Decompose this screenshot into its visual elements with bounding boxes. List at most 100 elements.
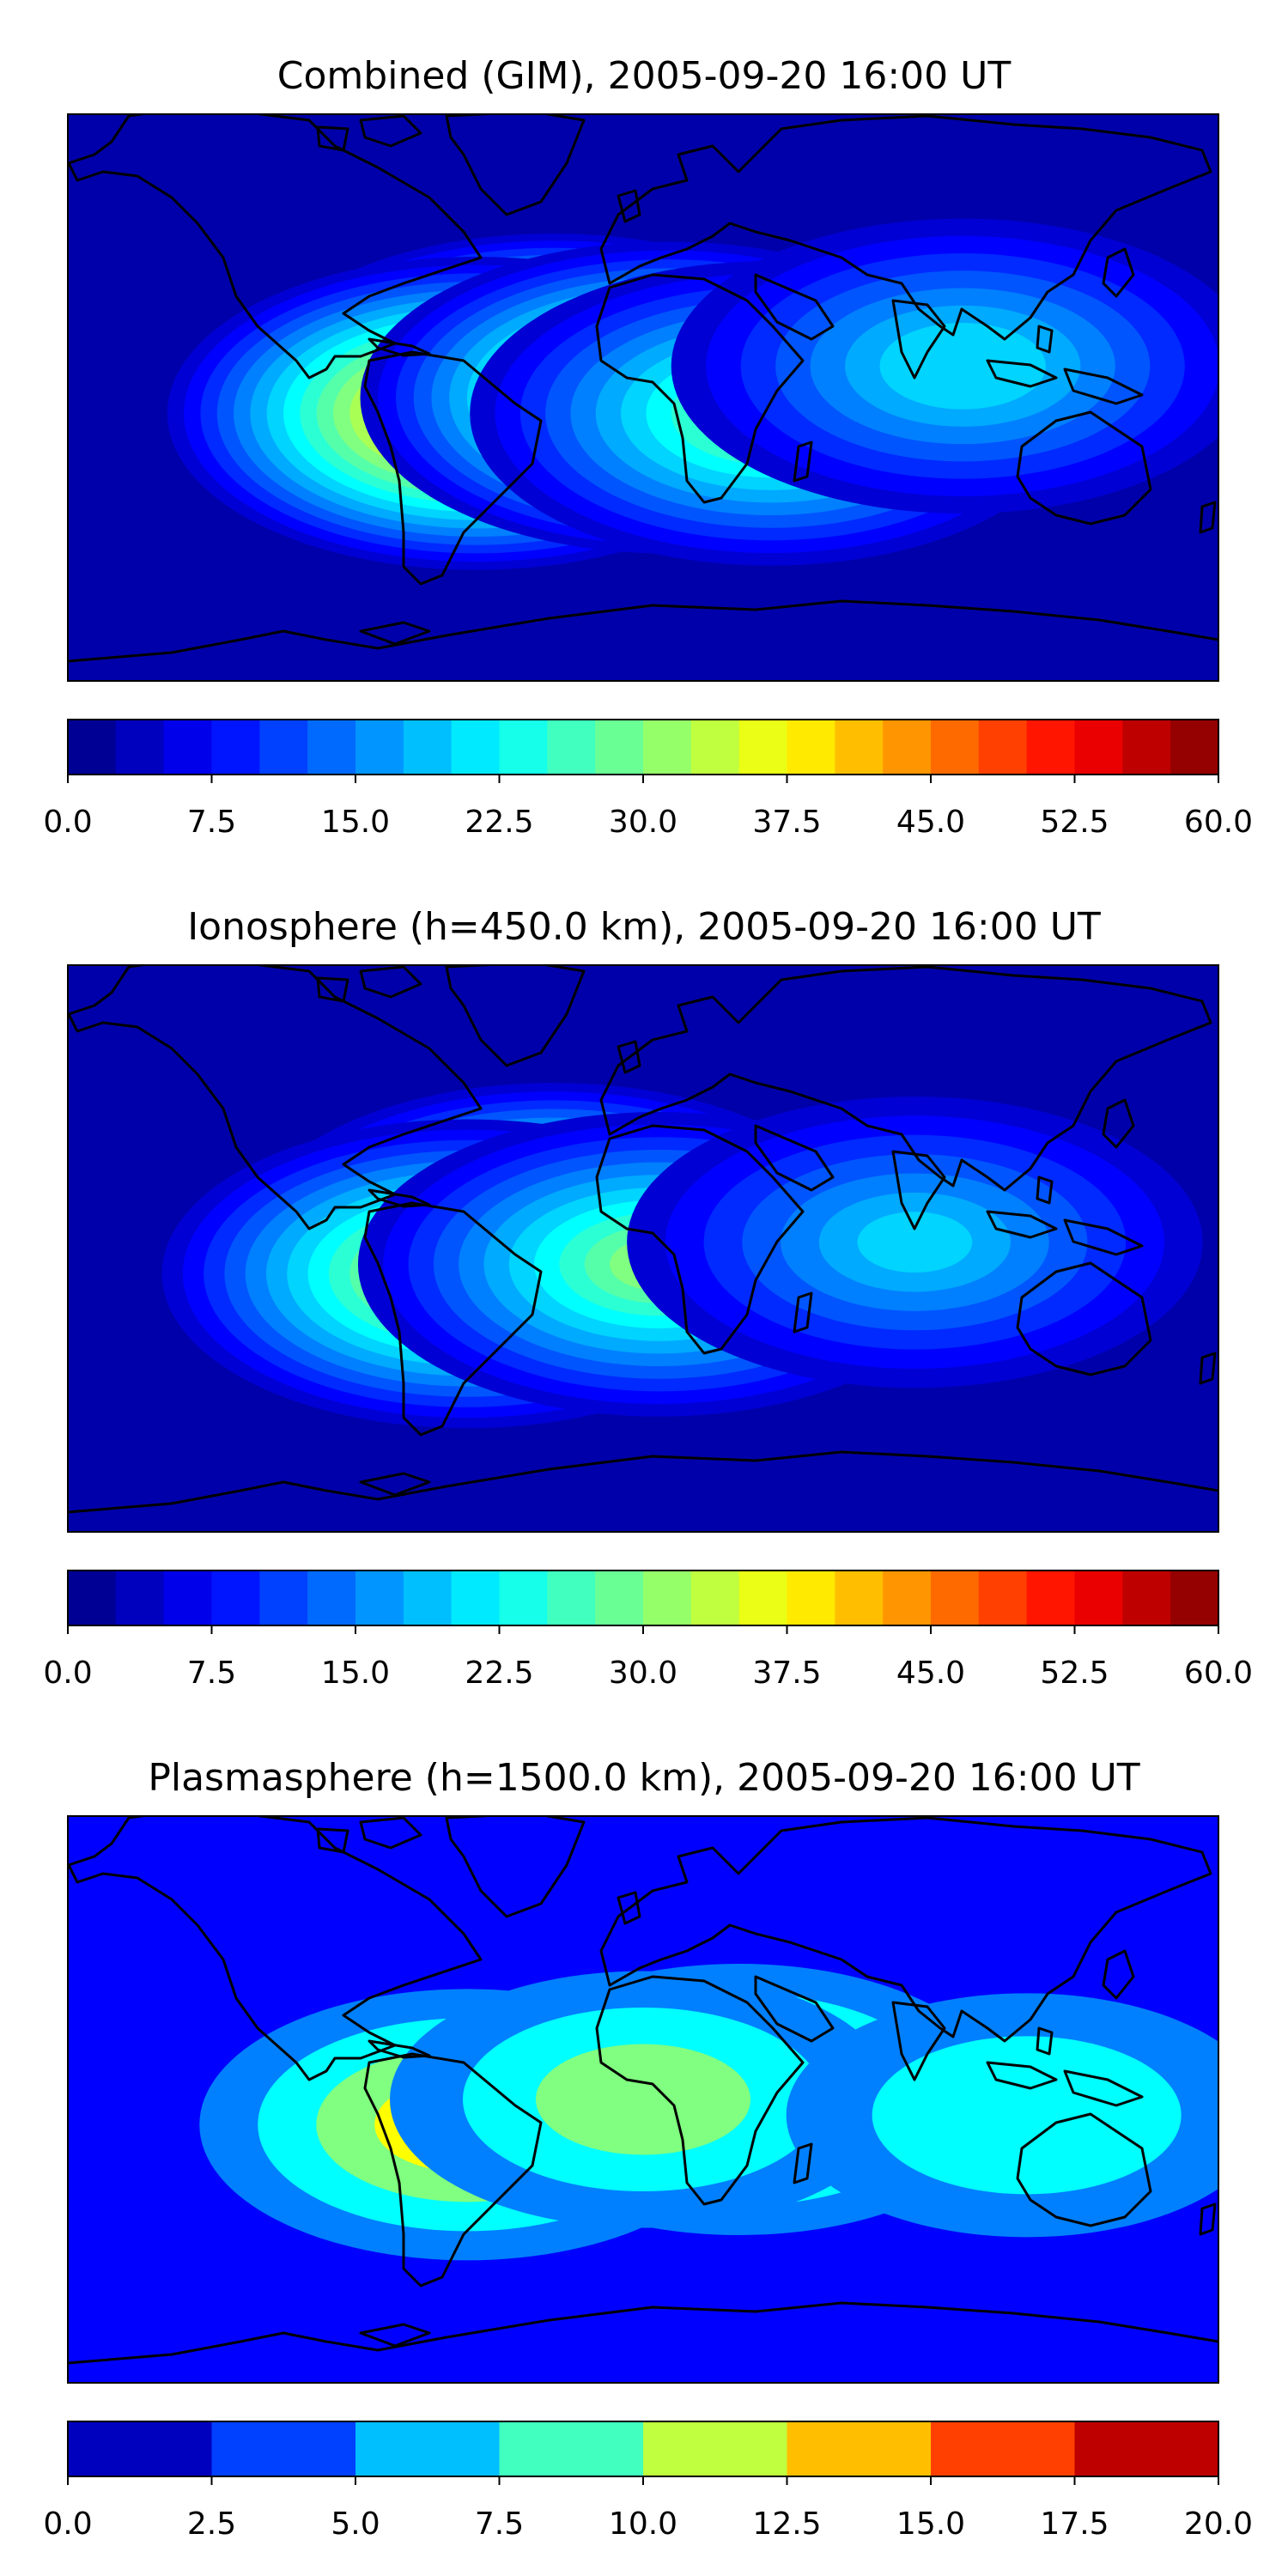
- colorbar-tick-label: 17.5: [1040, 2506, 1109, 2542]
- colorbar-segment: [355, 1571, 404, 1625]
- colorbar: 0.0 7.5 15.0 22.5 30.0 37.5 45.0 52.5 60.0: [43, 719, 1253, 840]
- colorbar-segment: [787, 2421, 932, 2476]
- colorbar-segment: [68, 1571, 117, 1625]
- colorbar-segment: [643, 1571, 692, 1625]
- colorbar-segment: [259, 720, 308, 775]
- colorbar-tick-label: 37.5: [752, 805, 821, 840]
- colorbar-segment: [643, 720, 692, 775]
- colorbar-tick-label: 15.0: [321, 1656, 390, 1691]
- colorbar-tick-label: 15.0: [896, 2506, 965, 2542]
- colorbar-tick-label: 0.0: [43, 805, 92, 840]
- contour-level: [879, 323, 1046, 410]
- colorbar-segment: [1074, 2421, 1219, 2476]
- colorbar-segment: [690, 720, 740, 775]
- colorbar-segment: [738, 720, 788, 775]
- colorbar-segment: [787, 1571, 835, 1625]
- panel-3: Plasmasphere (h=1500.0 km), 2005-09-20 1…: [43, 1756, 1253, 2542]
- colorbar-tick-label: 7.5: [187, 805, 236, 840]
- colorbar-segment: [547, 720, 596, 775]
- colorbar-segment: [787, 720, 835, 775]
- colorbar-segment: [211, 720, 260, 775]
- colorbar-segment: [211, 1571, 260, 1625]
- feature-3: [390, 1971, 896, 2228]
- colorbar-segment: [499, 2421, 644, 2476]
- map-frame: [67, 1815, 1219, 2384]
- colorbar-segment: [403, 1571, 453, 1625]
- colorbar-segment: [738, 1571, 788, 1625]
- colorbar-segment: [835, 1571, 884, 1625]
- colorbar-tick-label: 52.5: [1040, 1656, 1109, 1691]
- map-field: [68, 1816, 1218, 2383]
- colorbar-segment: [499, 1571, 548, 1625]
- colorbar-tick-label: 30.0: [609, 805, 677, 840]
- colorbar-tick-label: 0.0: [43, 1656, 92, 1691]
- colorbar-tick-label: 0.0: [43, 2506, 92, 2542]
- colorbar-tick-label: 20.0: [1184, 2506, 1253, 2542]
- colorbar-segment: [259, 1571, 308, 1625]
- feature-4: [786, 1993, 1218, 2238]
- colorbar-segment: [1170, 720, 1219, 775]
- colorbar-tick-label: 2.5: [187, 2506, 236, 2542]
- panel-title: Ionosphere (h=450.0 km), 2005-09-20 16:0…: [187, 905, 1101, 949]
- colorbar-segment: [1122, 720, 1171, 775]
- colorbar-segment: [355, 2421, 501, 2476]
- colorbar-segment: [115, 1571, 165, 1625]
- colorbar-segment: [451, 1571, 501, 1625]
- colorbar-segment: [931, 1571, 980, 1625]
- contour-level: [872, 2036, 1182, 2195]
- colorbar-tick-label: 45.0: [896, 805, 965, 840]
- colorbar-segment: [978, 720, 1028, 775]
- colorbar-segment: [883, 1571, 932, 1625]
- colorbar-segment: [163, 1571, 213, 1625]
- colorbar-segment: [307, 720, 356, 775]
- colorbar-segment: [451, 720, 501, 775]
- map-field: [68, 114, 1218, 681]
- contour-level: [857, 1212, 973, 1273]
- colorbar-tick-label: 60.0: [1184, 1656, 1253, 1691]
- colorbar-segment: [643, 2421, 788, 2476]
- colorbar-segment: [1074, 1571, 1123, 1625]
- colorbar: 0.0 7.5 15.0 22.5 30.0 37.5 45.0 52.5 60.0: [43, 1570, 1253, 1691]
- colorbar-tick-label: 60.0: [1184, 805, 1253, 840]
- panel-title: Combined (GIM), 2005-09-20 16:00 UT: [277, 54, 1012, 98]
- colorbar-segment: [595, 1571, 644, 1625]
- panel-1: Combined (GIM), 2005-09-20 16:00 UT 0.0 7.…: [43, 54, 1253, 840]
- contour-level: [536, 2044, 750, 2155]
- colorbar: 0.0 2.5 5.0 7.5 10.0 12.5 15.0 17.5 20.0: [43, 2421, 1253, 2542]
- colorbar-segment: [68, 720, 117, 775]
- colorbar-tick-label: 5.0: [331, 2506, 380, 2542]
- colorbar-segment: [1122, 1571, 1171, 1625]
- colorbar-segment: [835, 720, 884, 775]
- colorbar-segment: [1026, 1571, 1076, 1625]
- feature-5: [671, 218, 1218, 514]
- colorbar-segment: [355, 720, 404, 775]
- map-frame: [67, 964, 1219, 1533]
- colorbar-segment: [499, 720, 548, 775]
- map-frame: [67, 113, 1219, 682]
- colorbar-segment: [690, 1571, 740, 1625]
- colorbar-segment: [931, 2421, 1076, 2476]
- colorbar-tick-label: 22.5: [465, 1656, 533, 1691]
- colorbar-segment: [68, 2421, 213, 2476]
- colorbar-segment: [211, 2421, 356, 2476]
- colorbar-segment: [1170, 1571, 1219, 1625]
- colorbar-segment: [115, 720, 165, 775]
- colorbar-tick-label: 37.5: [752, 1656, 821, 1691]
- colorbar-segment: [1074, 720, 1123, 775]
- colorbar-segment: [978, 1571, 1028, 1625]
- colorbar-tick-label: 15.0: [321, 805, 390, 840]
- colorbar-tick-label: 12.5: [752, 2506, 821, 2542]
- map-field: [68, 965, 1218, 1532]
- colorbar-segment: [403, 720, 453, 775]
- colorbar-segment: [931, 720, 980, 775]
- colorbar-tick-label: 22.5: [465, 805, 533, 840]
- colorbar-segment: [163, 720, 213, 775]
- colorbar-tick-label: 7.5: [187, 1656, 236, 1691]
- colorbar-tick-label: 7.5: [475, 2506, 524, 2542]
- colorbar-tick-label: 52.5: [1040, 805, 1109, 840]
- panel-title: Plasmasphere (h=1500.0 km), 2005-09-20 1…: [148, 1756, 1139, 1800]
- colorbar-segment: [547, 1571, 596, 1625]
- colorbar-segment: [595, 720, 644, 775]
- colorbar-segment: [1026, 720, 1076, 775]
